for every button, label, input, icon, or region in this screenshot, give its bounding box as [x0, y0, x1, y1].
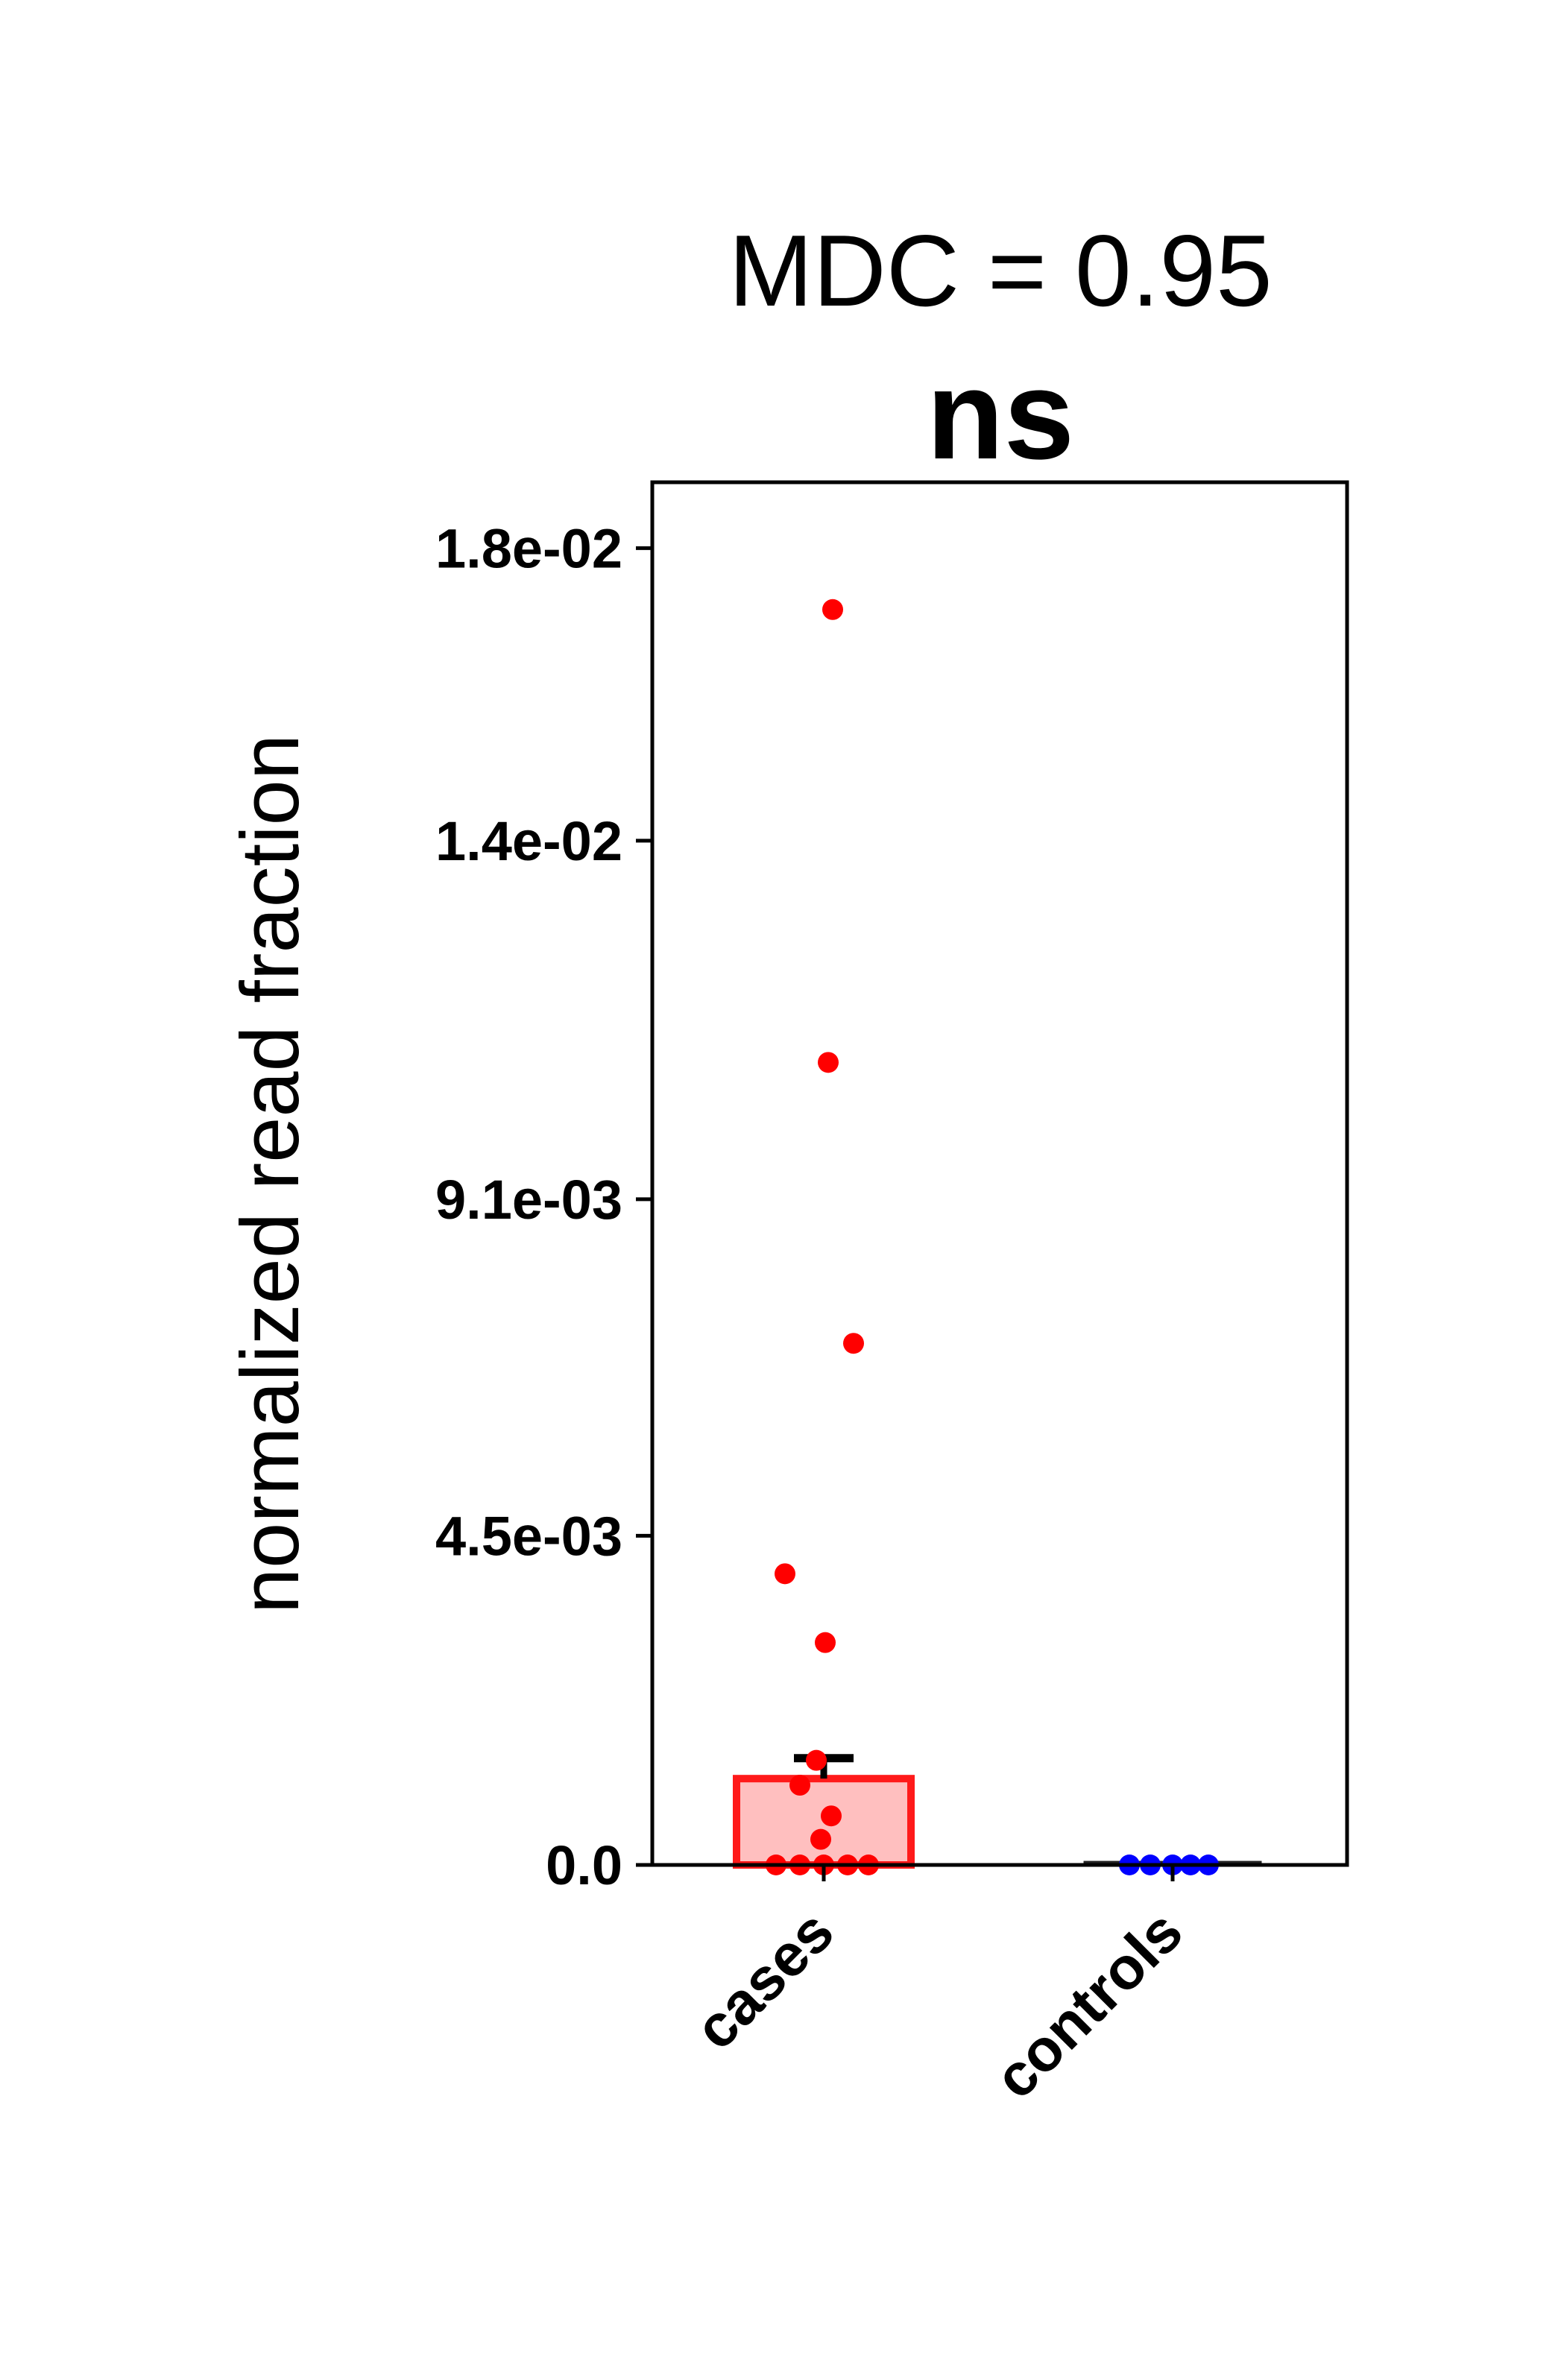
y-axis: 0.0 4.5e-03 9.1e-03 1.4e-02 1.8e-02	[435, 517, 652, 1896]
y-tick-label: 0.0	[546, 1834, 622, 1896]
data-point-cases	[843, 1333, 864, 1354]
plot-frame	[650, 480, 1349, 1867]
data-point-cases	[789, 1775, 810, 1796]
data-points	[766, 599, 1219, 1875]
y-tick-label: 1.4e-02	[435, 810, 622, 872]
data-point-cases	[815, 1632, 836, 1653]
data-point-cases	[810, 1828, 831, 1850]
y-axis-label: normalized read fraction	[224, 734, 316, 1614]
significance-label: ns	[927, 344, 1074, 486]
data-point-cases	[821, 1805, 842, 1827]
x-category-label: controls	[982, 1898, 1195, 2111]
y-tick-label: 1.8e-02	[435, 517, 622, 579]
x-axis: cases controls	[682, 1865, 1195, 2111]
bars	[733, 1754, 1262, 1869]
y-tick-label: 4.5e-03	[435, 1505, 622, 1567]
chart-title: MDC = 0.95	[728, 214, 1272, 327]
data-point-cases	[822, 599, 843, 620]
data-point-cases	[806, 1749, 827, 1771]
y-tick-label: 9.1e-03	[435, 1169, 622, 1231]
data-point-cases	[818, 1052, 839, 1073]
data-point-cases	[775, 1563, 795, 1585]
x-category-label: cases	[682, 1898, 846, 2062]
